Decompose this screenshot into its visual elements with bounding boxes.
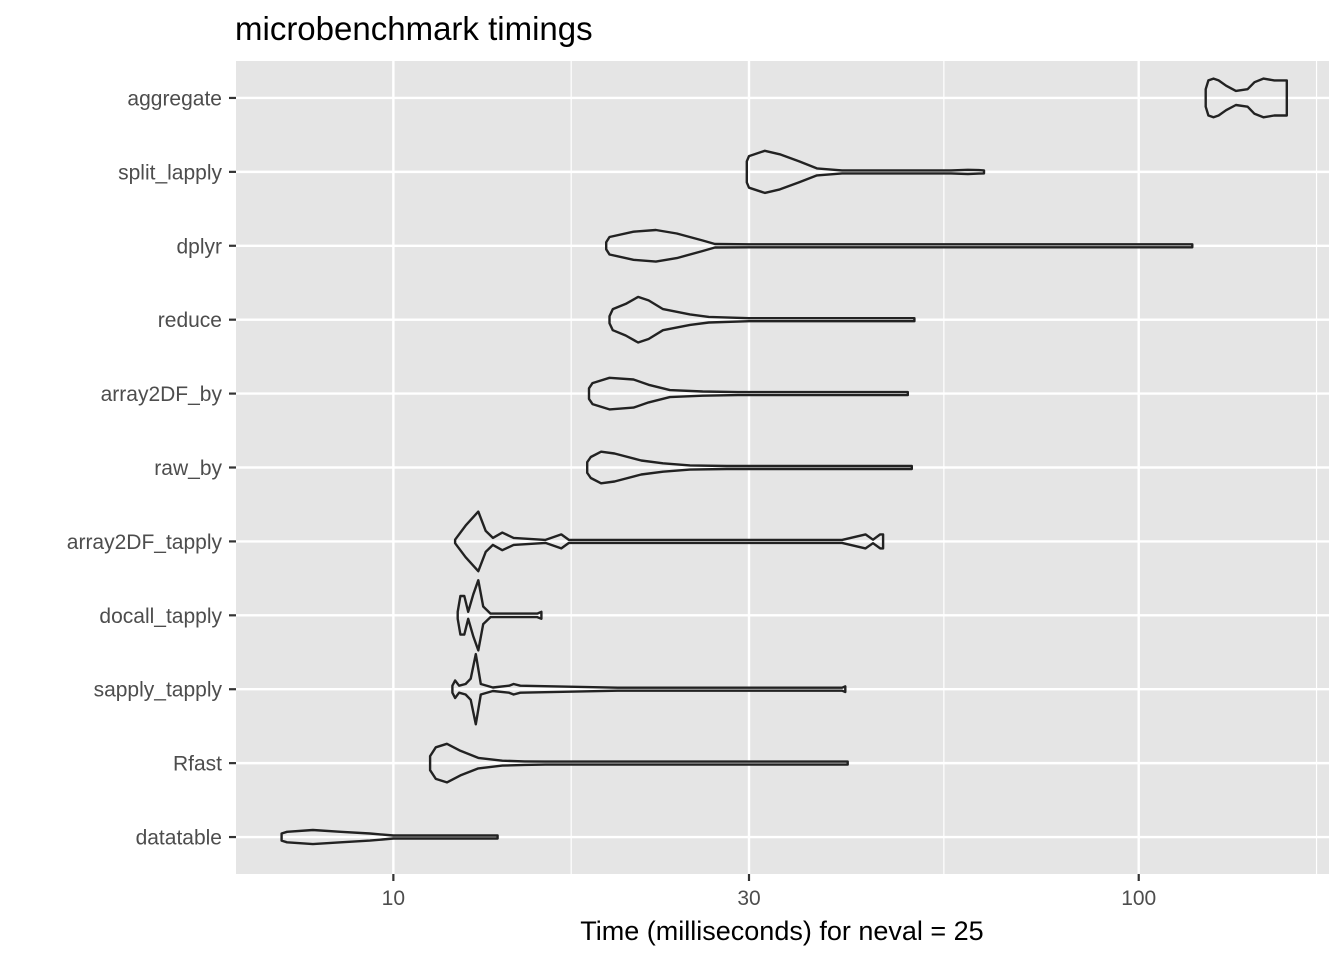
y-tick-label-raw_by: raw_by [154, 457, 222, 480]
violin-datatable [280, 828, 499, 846]
x-tick-label-2: 100 [1121, 887, 1156, 910]
violins [280, 77, 1288, 846]
y-tick-label-split_lapply: split_lapply [118, 161, 222, 184]
y-tick-label-array2DF_by: array2DF_by [101, 383, 223, 406]
violin-Rfast [428, 742, 849, 784]
y-tick-label-dplyr: dplyr [176, 235, 222, 258]
y-tick-label-sapply_tapply: sapply_tapply [94, 679, 223, 702]
violin-array2DF_tapply [453, 510, 885, 573]
y-tick-label-datatable: datatable [136, 827, 222, 850]
y-tick-label-Rfast: Rfast [173, 753, 222, 776]
violin-raw_by [586, 450, 913, 485]
violin-aggregate [1204, 77, 1288, 119]
violin-array2DF_by [587, 376, 909, 411]
violin-dplyr [605, 228, 1194, 263]
violin-reduce [608, 295, 916, 344]
y-tick-label-docall_tapply: docall_tapply [99, 605, 222, 628]
x-tick-label-0: 10 [382, 887, 405, 910]
x-axis: 10 30 100 [382, 874, 1156, 910]
violin-docall_tapply [456, 579, 543, 652]
y-tick-label-reduce: reduce [158, 309, 222, 332]
violin-split_lapply [745, 149, 986, 195]
violin-sapply_tapply [451, 652, 847, 726]
major-gridlines [236, 61, 1329, 874]
y-tick-label-aggregate: aggregate [127, 87, 222, 110]
chart-title: microbenchmark timings [235, 10, 593, 47]
x-axis-label: Time (milliseconds) for neval = 25 [580, 916, 983, 946]
x-tick-label-1: 30 [737, 887, 760, 910]
y-tick-label-array2DF_tapply: array2DF_tapply [67, 531, 223, 554]
